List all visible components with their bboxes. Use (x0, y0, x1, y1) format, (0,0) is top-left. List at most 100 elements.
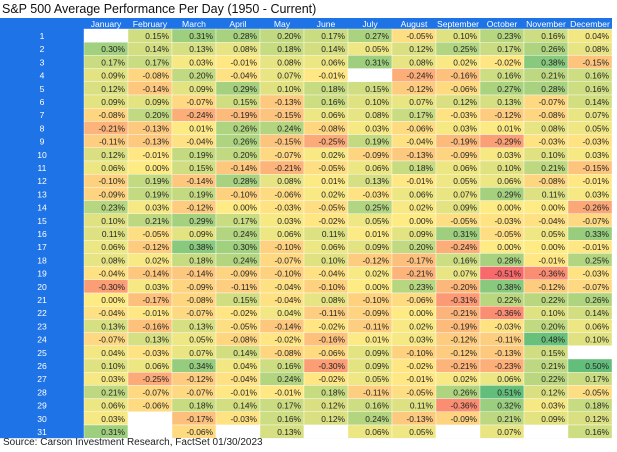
cell-value: 0.13% (189, 44, 213, 54)
cell-value: -0.11% (363, 387, 389, 397)
cell-value: -0.07% (98, 335, 125, 345)
cell-value: 0.06% (101, 163, 125, 173)
cell-value: 0.08% (277, 57, 301, 67)
cell-value: -0.36% (494, 308, 521, 318)
cell-value: 0.02% (453, 57, 477, 67)
cell-value: 0.24% (233, 229, 257, 239)
chart-title: S&P 500 Average Performance Per Day (195… (2, 2, 317, 16)
day-label: 30 (37, 414, 47, 424)
day-label: 1 (40, 31, 45, 41)
cell-value: -0.14% (274, 321, 301, 331)
cell-value: 0.10% (585, 335, 609, 345)
cell-value: -0.04% (230, 71, 257, 81)
cell-value: -0.03% (230, 414, 257, 424)
cell-value: 0.16% (321, 97, 345, 107)
cell-value: -0.21% (406, 269, 433, 279)
cell-value: 0.05% (365, 216, 389, 226)
cell-value: 0.16% (585, 84, 609, 94)
day-label: 25 (37, 348, 47, 358)
cell-value: 0.15% (189, 163, 213, 173)
cell-value: 0.27% (497, 84, 521, 94)
cell-value: -0.06% (274, 189, 301, 199)
day-label: 29 (37, 401, 47, 411)
cell-value: 0.01% (189, 123, 213, 133)
cell-value: 0.17% (497, 44, 521, 54)
cell-value: 0.38% (497, 282, 521, 292)
cell-value: 0.00% (497, 242, 521, 252)
cell-value: 0.28% (233, 31, 257, 41)
cell-value: -0.05% (494, 229, 521, 239)
source-note: Source: Carson Investment Research, Fact… (3, 437, 263, 448)
cell-value: 0.02% (321, 189, 345, 199)
cell-value: -0.13% (406, 414, 433, 424)
cell-value: -0.08% (230, 335, 257, 345)
cell-value: 0.02% (145, 255, 169, 265)
cell-value: 0.14% (233, 348, 257, 358)
heatmap-cell (127, 411, 173, 426)
cell-value: -0.14% (142, 269, 169, 279)
cell-value: -0.10% (406, 348, 433, 358)
cell-value: -0.21% (274, 163, 301, 173)
cell-value: -0.14% (142, 84, 169, 94)
heatmap-cell (303, 424, 349, 439)
cell-value: 0.48% (541, 335, 565, 345)
cell-value: 0.05% (541, 229, 565, 239)
cell-value: -0.51% (494, 269, 521, 279)
cell-value: -0.01% (274, 387, 301, 397)
cell-value: 0.18% (277, 44, 301, 54)
month-header: May (274, 19, 291, 29)
cell-value: 0.08% (277, 176, 301, 186)
cell-value: -0.07% (142, 387, 169, 397)
day-label: 21 (37, 295, 47, 305)
cell-value: -0.12% (538, 282, 565, 292)
cell-value: -0.09% (362, 150, 389, 160)
cell-value: -0.08% (538, 176, 565, 186)
day-label: 11 (38, 163, 47, 173)
cell-value: -0.21% (98, 123, 125, 133)
cell-value: 0.12% (321, 401, 345, 411)
cell-value: -0.08% (274, 348, 301, 358)
cell-value: 0.00% (233, 203, 257, 213)
cell-value: 0.14% (321, 44, 345, 54)
cell-value: 0.12% (585, 414, 609, 424)
cell-value: 0.05% (189, 335, 213, 345)
cell-value: -0.02% (494, 57, 521, 67)
cell-value: 0.28% (233, 176, 257, 186)
cell-value: 0.20% (189, 71, 213, 81)
cell-value: -0.30% (318, 361, 345, 371)
cell-value: -0.01% (538, 255, 565, 265)
cell-value: -0.10% (362, 295, 389, 305)
cell-value: 0.06% (101, 242, 125, 252)
cell-value: -0.06% (186, 427, 213, 437)
cell-value: 0.26% (233, 123, 257, 133)
cell-value: -0.11% (363, 321, 389, 331)
cell-value: 0.03% (365, 123, 389, 133)
cell-value: 0.34% (189, 361, 213, 371)
cell-value: 0.14% (585, 308, 609, 318)
cell-value: -0.08% (142, 71, 169, 81)
cell-value: 0.06% (497, 176, 521, 186)
cell-value: 0.21% (145, 216, 169, 226)
cell-value: -0.12% (362, 255, 389, 265)
cell-value: 0.13% (365, 176, 389, 186)
cell-value: -0.05% (318, 203, 345, 213)
cell-value: 0.09% (453, 203, 477, 213)
cell-value: 0.26% (453, 387, 477, 397)
day-label: 5 (40, 84, 45, 94)
cell-value: 0.16% (277, 361, 301, 371)
cell-value: 0.16% (497, 71, 521, 81)
cell-value: 0.04% (101, 348, 125, 358)
cell-value: -0.03% (142, 348, 169, 358)
cell-value: -0.01% (142, 150, 169, 160)
cell-value: -0.01% (230, 57, 257, 67)
cell-value: 0.19% (365, 137, 389, 147)
cell-value: 0.15% (145, 31, 169, 41)
cell-value: 0.07% (453, 189, 477, 199)
cell-value: -0.07% (186, 308, 213, 318)
month-header: February (133, 19, 168, 29)
cell-value: 0.03% (497, 150, 521, 160)
cell-value: 0.21% (101, 387, 125, 397)
cell-value: 0.28% (541, 84, 565, 94)
cell-value: 0.03% (189, 57, 213, 67)
